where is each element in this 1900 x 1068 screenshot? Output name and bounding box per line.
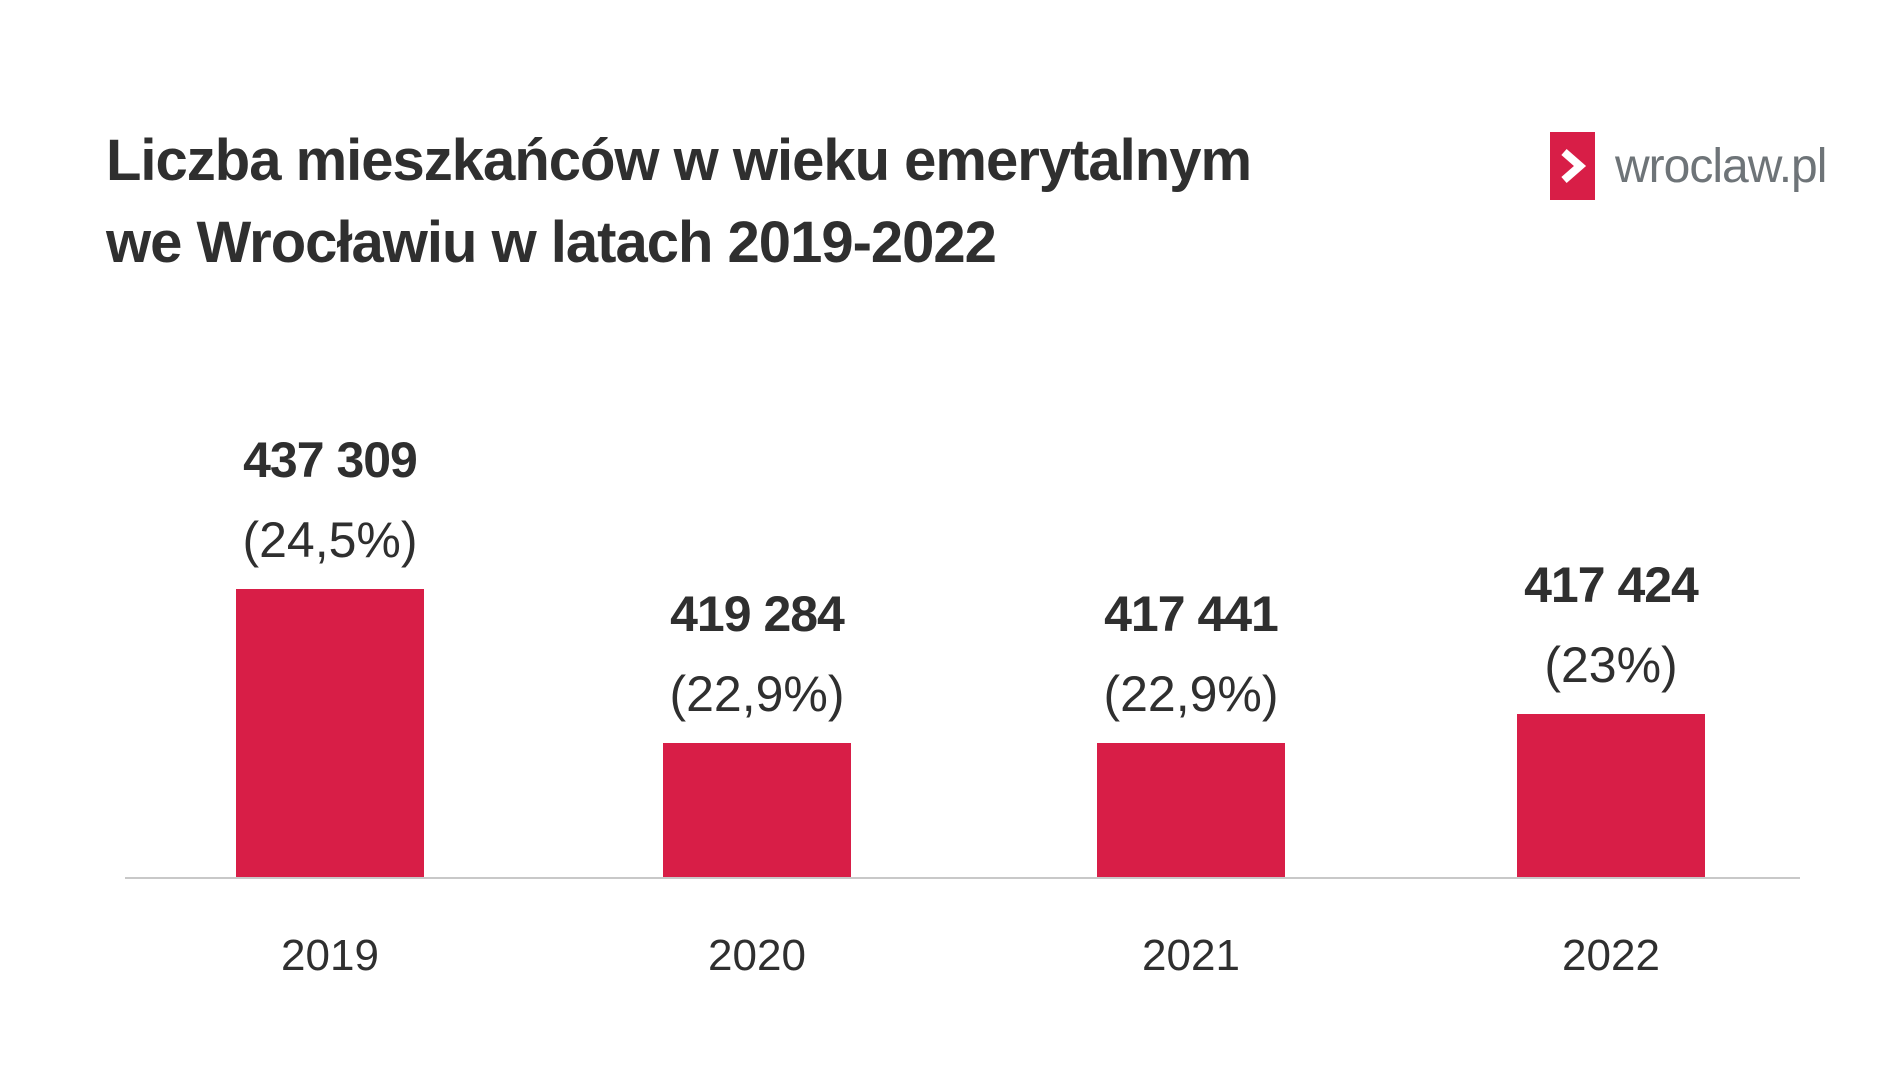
chevron-right-icon — [1550, 132, 1595, 200]
bar-2021 — [1097, 743, 1285, 878]
x-tick-label-2021: 2021 — [1142, 931, 1240, 980]
value-label-2019: 437 309 — [243, 432, 417, 488]
share-label-2020: (22,9%) — [669, 666, 844, 722]
logo-text: wroclaw.pl — [1615, 139, 1827, 193]
x-tick-label-2019: 2019 — [281, 931, 379, 980]
chart-title-line-1: Liczba mieszkańców w wieku emerytalnym — [106, 128, 1252, 193]
x-tick-label-2020: 2020 — [708, 931, 806, 980]
share-label-2019: (24,5%) — [242, 512, 417, 568]
value-label-2020: 419 284 — [670, 586, 845, 642]
x-tick-label-2022: 2022 — [1562, 931, 1660, 980]
chart-title-line-2: we Wrocławiu w latach 2019-2022 — [106, 210, 997, 275]
bar-2020 — [663, 743, 851, 878]
bar-2022 — [1517, 714, 1705, 878]
share-label-2021: (22,9%) — [1103, 666, 1278, 722]
wroclaw-logo[interactable]: wroclaw.pl — [1550, 132, 1827, 200]
share-label-2022: (23%) — [1544, 637, 1677, 693]
value-label-2022: 417 424 — [1524, 557, 1699, 613]
value-label-2021: 417 441 — [1104, 586, 1278, 642]
bar-2019 — [236, 589, 424, 878]
chart-title: Liczba mieszkańców w wieku emerytalnym w… — [106, 120, 1252, 284]
